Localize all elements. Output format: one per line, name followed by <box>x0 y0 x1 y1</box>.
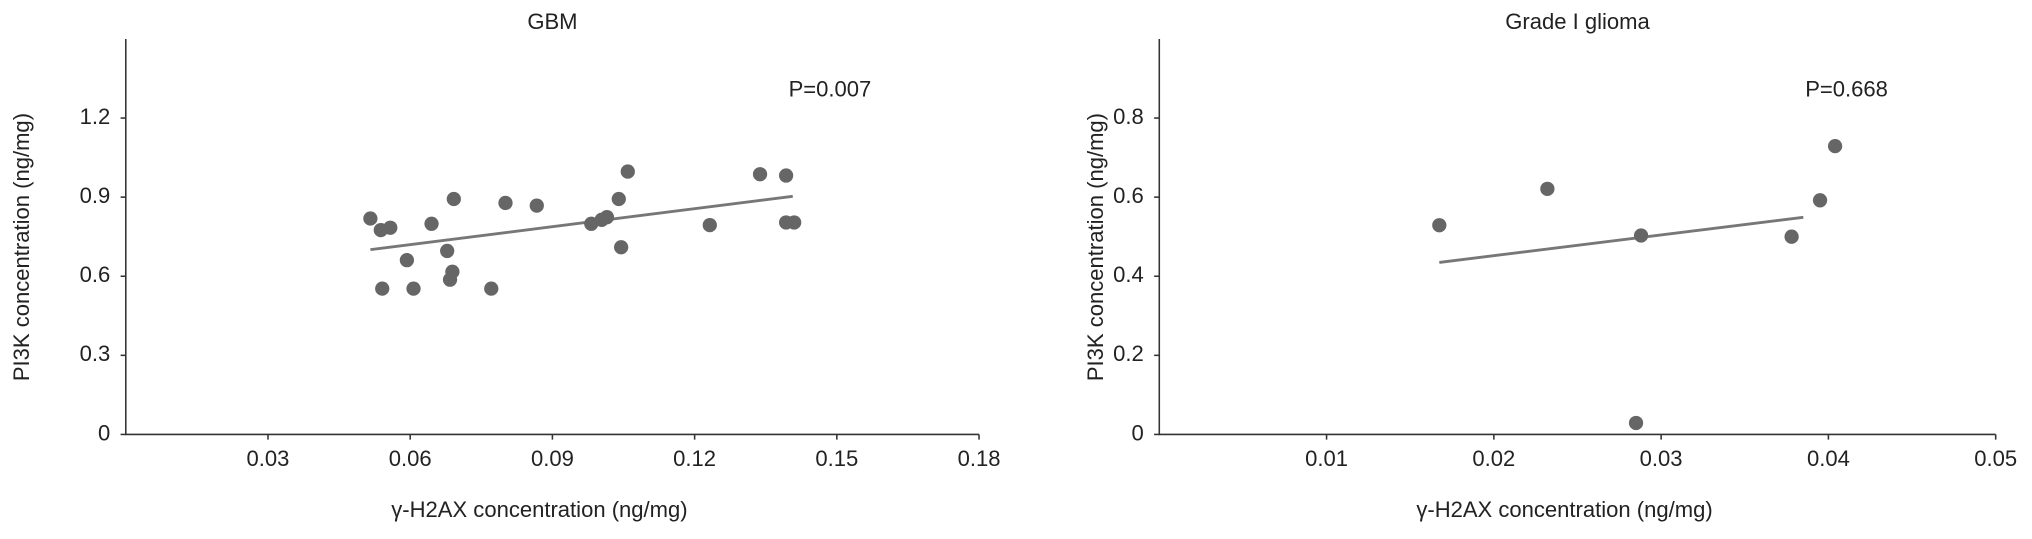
x-tick-label: 0.03 <box>1640 446 1683 471</box>
data-point <box>1633 228 1649 243</box>
data-point <box>778 168 794 183</box>
y-axis-label: PI3K concentration (ng/mg) <box>1083 113 1108 381</box>
data-point <box>363 211 378 226</box>
data-point <box>752 167 768 182</box>
data-point <box>529 198 544 213</box>
data-point <box>599 210 615 225</box>
y-tick-label: 0 <box>1131 420 1143 445</box>
x-tick-label: 0.09 <box>531 446 574 471</box>
data-point <box>440 243 455 259</box>
y-tick-label: 0.2 <box>1113 341 1144 366</box>
data-point <box>1827 138 1843 154</box>
annotation: P=0.668 <box>1805 77 1888 102</box>
chart-title: GBM <box>527 9 577 34</box>
x-tick-label: 0.15 <box>815 446 858 471</box>
y-tick-label: 0 <box>98 420 110 445</box>
x-tick-label: 0.05 <box>1974 446 2017 471</box>
data-point <box>787 215 802 230</box>
y-tick-label: 0.3 <box>80 341 111 366</box>
x-tick-label: 0.03 <box>247 446 290 471</box>
y-tick-label: 0.6 <box>1113 183 1144 208</box>
data-point <box>406 281 421 296</box>
y-tick-label: 0.6 <box>80 262 111 287</box>
data-point <box>446 191 461 207</box>
x-tick-label: 0.01 <box>1305 446 1348 471</box>
data-point <box>399 253 415 268</box>
data-point <box>620 164 635 179</box>
data-point <box>1628 415 1644 431</box>
x-axis-label: γ-H2AX concentration (ng/mg) <box>391 497 687 522</box>
data-point <box>702 217 717 233</box>
data-point <box>484 281 499 296</box>
y-tick-label: 1.2 <box>80 104 111 129</box>
data-point <box>375 281 390 296</box>
y-axis-label: PI3K concentration (ng/mg) <box>9 113 34 381</box>
y-tick-label: 0.8 <box>1113 104 1144 129</box>
y-tick-label: 0.4 <box>1113 262 1144 287</box>
x-tick-label: 0.18 <box>958 446 1001 471</box>
data-point <box>1812 193 1828 208</box>
axes <box>1158 38 1996 436</box>
data-point <box>424 216 439 231</box>
data-point <box>614 240 629 255</box>
y-tick-label: 0.9 <box>80 183 111 208</box>
x-tick-label: 0.04 <box>1807 446 1850 471</box>
x-tick-label: 0.06 <box>389 446 432 471</box>
x-tick-label: 0.12 <box>673 446 716 471</box>
chart-title: Grade I glioma <box>1505 9 1650 34</box>
data-point <box>383 220 398 235</box>
data-point <box>1540 181 1555 196</box>
trend-line <box>370 194 793 252</box>
trend-line <box>1439 215 1804 264</box>
data-point <box>1784 229 1799 244</box>
data-point <box>498 195 513 211</box>
data-point <box>442 272 458 287</box>
x-axis-label: γ-H2AX concentration (ng/mg) <box>1416 497 1712 522</box>
data-point <box>611 191 626 207</box>
x-tick-label: 0.02 <box>1472 446 1515 471</box>
data-point <box>1432 218 1447 233</box>
annotation: P=0.007 <box>789 77 872 102</box>
